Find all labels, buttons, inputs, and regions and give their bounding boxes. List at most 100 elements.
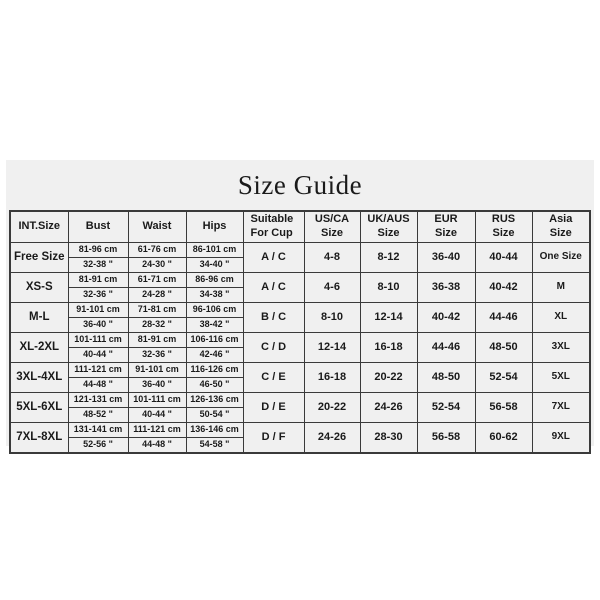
cell-uk: 12-14 xyxy=(359,302,418,333)
cell-eur: 36-38 xyxy=(416,272,476,303)
cell-asia: One Size xyxy=(531,242,591,273)
cell-uk: 8-10 xyxy=(359,272,418,303)
cell-us: 20-22 xyxy=(303,392,361,423)
page-title: Size Guide xyxy=(237,170,363,200)
table-subrow: 48-52 " 40-44 " 50-54 " xyxy=(10,407,590,423)
cell-rus: 60-62 xyxy=(474,422,533,454)
size-table: INT.Size Bust Waist Hips Suitable For Cu… xyxy=(9,210,591,454)
cell-waist-cm: 81-91 cm xyxy=(127,332,187,348)
header-asia-size: Asia Size xyxy=(531,210,591,243)
cell-bust-cm: 101-111 cm xyxy=(67,332,129,348)
cell-eur: 36-40 xyxy=(416,242,476,273)
table-row: M-L 91-101 cm 71-81 cm 96-106 cm B / C 8-10 12… xyxy=(9,302,591,333)
header-waist: Waist xyxy=(127,210,187,243)
cell-rus: 40-44 xyxy=(474,242,533,273)
cell-size: 7XL-8XL xyxy=(9,422,69,454)
cell-cup: D / F xyxy=(242,422,305,454)
cell-us: 8-10 xyxy=(303,302,361,333)
cell-cup: D / E xyxy=(242,392,305,423)
header-rus-size: RUS Size xyxy=(474,210,533,243)
cell-uk: 24-26 xyxy=(359,392,418,423)
table-row: 7XL-8XL 131-141 cm 111-121 cm 136-146 cm D /… xyxy=(9,422,591,454)
cell-us: 16-18 xyxy=(303,362,361,393)
cell-eur: 48-50 xyxy=(416,362,476,393)
cell-bust-cm: 121-131 cm xyxy=(67,392,129,408)
cell-uk: 20-22 xyxy=(359,362,418,393)
cell-waist-in: 36-40 " xyxy=(127,377,187,393)
cell-cup: A / C xyxy=(242,272,305,303)
cell-hips-cm: 86-101 cm xyxy=(185,242,244,258)
cell-cup: C / D xyxy=(242,332,305,363)
cell-hips-cm: 86-96 cm xyxy=(185,272,244,288)
cell-hips-in: 50-54 " xyxy=(185,407,244,423)
table-subrow: 32-38 " 24-30 " 34-40 " xyxy=(10,257,590,273)
cell-waist-in: 24-30 " xyxy=(127,257,187,273)
cell-hips-in: 38-42 " xyxy=(185,317,244,333)
cell-waist-in: 40-44 " xyxy=(127,407,187,423)
cell-hips-cm: 96-106 cm xyxy=(185,302,244,318)
cell-bust-in: 40-44 " xyxy=(67,347,129,363)
table-row: 5XL-6XL 121-131 cm 101-111 cm 126-136 cm D /… xyxy=(9,392,591,423)
cell-asia: 9XL xyxy=(531,422,591,454)
table-subrow: 40-44 " 32-36 " 42-46 " xyxy=(10,347,590,363)
cell-asia: M xyxy=(531,272,591,303)
cell-us: 4-6 xyxy=(303,272,361,303)
cell-waist-cm: 101-111 cm xyxy=(127,392,187,408)
table-row: 3XL-4XL 111-121 cm 91-101 cm 116-126 cm C / … xyxy=(9,362,591,393)
cell-cup: B / C xyxy=(242,302,305,333)
cell-cup: A / C xyxy=(242,242,305,273)
cell-rus: 48-50 xyxy=(474,332,533,363)
header-int-size: INT.Size xyxy=(9,210,69,243)
cell-bust-cm: 81-91 cm xyxy=(67,272,129,288)
cell-eur: 40-42 xyxy=(416,302,476,333)
cell-asia: XL xyxy=(531,302,591,333)
cell-bust-in: 44-48 " xyxy=(67,377,129,393)
table-subrow: 52-56 " 44-48 " 54-58 " xyxy=(10,437,590,454)
cell-size: XS-S xyxy=(9,272,69,303)
table-header-row: INT.Size Bust Waist Hips Suitable For Cu… xyxy=(9,210,591,243)
cell-waist-cm: 61-71 cm xyxy=(127,272,187,288)
cell-bust-cm: 111-121 cm xyxy=(67,362,129,378)
cell-waist-cm: 71-81 cm xyxy=(127,302,187,318)
cell-hips-cm: 116-126 cm xyxy=(185,362,244,378)
cell-waist-cm: 111-121 cm xyxy=(127,422,187,438)
cell-hips-in: 54-58 " xyxy=(185,437,244,454)
cell-bust-cm: 91-101 cm xyxy=(67,302,129,318)
cell-hips-in: 46-50 " xyxy=(185,377,244,393)
cell-waist-in: 24-28 " xyxy=(127,287,187,303)
cell-bust-in: 48-52 " xyxy=(67,407,129,423)
size-guide-panel: Size Guide INT.Size Bust Waist Hips Suit… xyxy=(6,160,594,454)
cell-bust-cm: 131-141 cm xyxy=(67,422,129,438)
cell-us: 4-8 xyxy=(303,242,361,273)
cell-size: 3XL-4XL xyxy=(9,362,69,393)
cell-size: M-L xyxy=(9,302,69,333)
cell-size: Free Size xyxy=(9,242,69,273)
cell-rus: 44-46 xyxy=(474,302,533,333)
cell-bust-cm: 81-96 cm xyxy=(67,242,129,258)
cell-eur: 52-54 xyxy=(416,392,476,423)
cell-waist-cm: 61-76 cm xyxy=(127,242,187,258)
cell-hips-cm: 136-146 cm xyxy=(185,422,244,438)
table-subrow: 36-40 " 28-32 " 38-42 " xyxy=(10,317,590,333)
cell-waist-in: 28-32 " xyxy=(127,317,187,333)
header-usca-size: US/CA Size xyxy=(303,210,361,243)
cell-hips-in: 42-46 " xyxy=(185,347,244,363)
cell-waist-cm: 91-101 cm xyxy=(127,362,187,378)
cell-eur: 56-58 xyxy=(416,422,476,454)
cell-hips-cm: 106-116 cm xyxy=(185,332,244,348)
header-hips: Hips xyxy=(185,210,244,243)
header-suitable-for-cup: Suitable For Cup xyxy=(242,210,305,243)
cell-size: 5XL-6XL xyxy=(9,392,69,423)
cell-waist-in: 44-48 " xyxy=(127,437,187,454)
cell-cup: C / E xyxy=(242,362,305,393)
cell-hips-in: 34-40 " xyxy=(185,257,244,273)
cell-eur: 44-46 xyxy=(416,332,476,363)
header-ukaus-size: UK/AUS Size xyxy=(359,210,418,243)
cell-hips-cm: 126-136 cm xyxy=(185,392,244,408)
cell-bust-in: 36-40 " xyxy=(67,317,129,333)
cell-us: 12-14 xyxy=(303,332,361,363)
